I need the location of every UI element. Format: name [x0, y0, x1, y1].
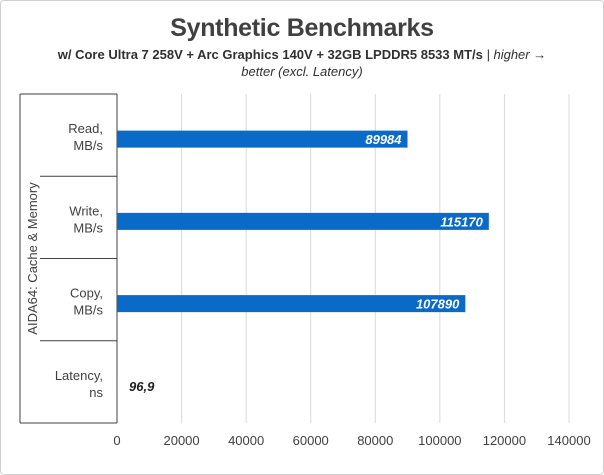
subtitle-bold: w/ Core Ultra 7 258V + Arc Graphics 140V…: [57, 47, 483, 62]
group-label: AIDA64: Cache & Memory: [25, 182, 40, 335]
x-tick-label: 80000: [357, 433, 393, 448]
category-label: Copy, MB/s: [70, 286, 103, 318]
data-label: 115170: [440, 214, 483, 229]
data-label: 107890: [416, 297, 460, 312]
x-tick-label: 100000: [418, 433, 461, 448]
bar: [117, 130, 408, 148]
x-tick-label: 60000: [293, 433, 329, 448]
bar: [117, 295, 466, 313]
x-tick-label: 20000: [163, 433, 199, 448]
category-label: Write, MB/s: [69, 203, 103, 235]
x-tick-label: 120000: [483, 433, 526, 448]
x-tick-label: 40000: [228, 433, 264, 448]
subtitle-italic: | higher → better (excl. Latency): [241, 47, 547, 79]
data-label: 96,9: [129, 379, 155, 394]
category-label: Latency, ns: [55, 368, 104, 400]
x-tick-label: 140000: [547, 433, 590, 448]
x-tick-label: 0: [113, 433, 120, 448]
chart-title: Synthetic Benchmarks: [170, 14, 434, 42]
bar: [117, 212, 489, 230]
chart-subtitle: w/ Core Ultra 7 258V + Arc Graphics 140V…: [40, 46, 564, 80]
data-label: 89984: [365, 132, 402, 147]
category-label: Read, MB/s: [68, 121, 103, 153]
